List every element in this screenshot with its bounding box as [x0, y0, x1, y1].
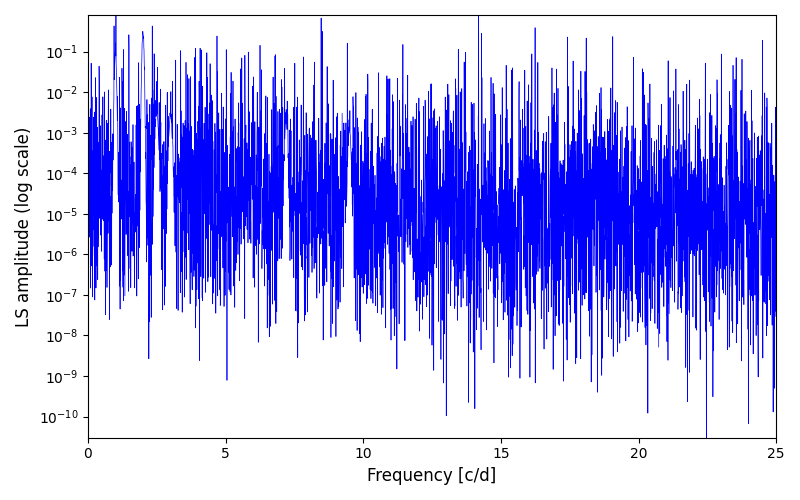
X-axis label: Frequency [c/d]: Frequency [c/d]: [367, 467, 497, 485]
Y-axis label: LS amplitude (log scale): LS amplitude (log scale): [15, 126, 33, 326]
